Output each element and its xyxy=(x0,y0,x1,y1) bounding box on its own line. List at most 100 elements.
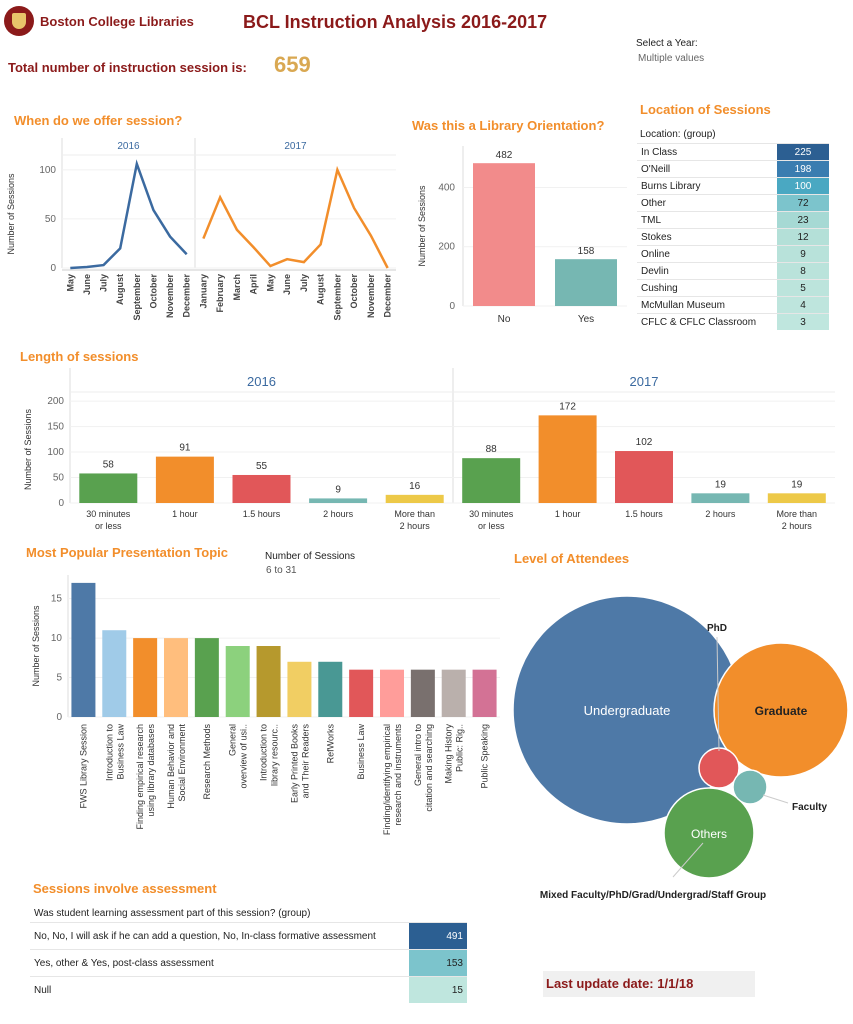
topic-x-tick: Human Behavior andSocial Environment xyxy=(166,724,187,809)
length-bar-chart: Number of Sessions 0 50 100 150 200 2016 58 30 m… xyxy=(23,368,835,531)
bubble-others xyxy=(663,787,755,879)
when-x-tick: June xyxy=(82,274,92,295)
topic-y-tick: 10 xyxy=(51,633,63,644)
length-panel-year: 2016 xyxy=(247,374,276,389)
location-name: O'Neill xyxy=(637,160,777,178)
topic-bar xyxy=(194,638,219,717)
orient-y-tick: 400 xyxy=(438,182,455,193)
length-bar xyxy=(79,473,138,503)
location-name: Cushing xyxy=(637,279,777,297)
topic-bar xyxy=(256,646,281,717)
location-row: Other 72 xyxy=(637,194,829,212)
topic-y-tick: 0 xyxy=(56,712,62,723)
size-legend-label: Number of Sessions xyxy=(265,551,356,562)
length-bar xyxy=(691,493,750,503)
faculty-leader-line xyxy=(762,794,789,804)
when-y-tick: 100 xyxy=(39,165,56,176)
when-x-tick: March xyxy=(232,274,242,301)
year-filter-dropdown[interactable]: Multiple values xyxy=(638,53,705,64)
location-name: Other xyxy=(637,194,777,212)
location-count: 3 xyxy=(777,313,829,330)
length-y-axis-label: Number of Sessions xyxy=(23,408,33,490)
bubble-label: Others xyxy=(691,827,727,841)
orient-bar-no xyxy=(473,163,535,306)
topic-x-tick: Generaloverview of usi.. xyxy=(228,724,249,789)
topic-x-tick: Introduction tolibrary resourc.. xyxy=(259,724,280,786)
length-bar xyxy=(385,494,444,503)
length-bar-value: 102 xyxy=(636,437,653,448)
topic-bar xyxy=(380,669,404,717)
length-x-tick: More than 2 hours xyxy=(777,509,818,531)
bubble-label: Graduate xyxy=(755,704,808,718)
orientation-bar-chart: Number of Sessions 0 200 400 482 No 158 Yes xyxy=(417,146,627,325)
when-x-tick: January xyxy=(198,274,208,309)
assessment-section-title: Sessions involve assessment xyxy=(33,881,217,896)
length-x-tick: 1.5 hours xyxy=(625,509,663,519)
bubble-graduate xyxy=(713,642,849,778)
location-count: 72 xyxy=(777,194,829,212)
length-bar-value: 16 xyxy=(409,481,421,492)
topic-y-axis-label: Number of Sessions xyxy=(31,605,41,687)
length-y-tick: 150 xyxy=(47,422,64,433)
assessment-row: Yes, other & Yes, post-class assessment 1… xyxy=(30,949,467,977)
topic-bar xyxy=(472,669,497,717)
assessment-table: No, No, I will ask if he can add a quest… xyxy=(30,922,467,1003)
length-bar xyxy=(155,456,214,503)
location-row: TML 23 xyxy=(637,211,829,229)
topic-x-tick: Early Printed Booksand Their Readers xyxy=(289,724,310,804)
location-row: In Class 225 xyxy=(637,143,829,161)
level-bubble-chart: Undergraduate Graduate Others PhD Faculty Mix… xyxy=(512,595,849,901)
brand-name: Boston College Libraries xyxy=(40,14,194,29)
when-x-tick: December xyxy=(182,274,192,318)
when-x-tick: November xyxy=(165,274,175,319)
orient-bar-yes xyxy=(555,259,617,306)
length-bar xyxy=(767,493,826,503)
length-bar xyxy=(309,498,368,503)
location-name: Burns Library xyxy=(637,177,777,195)
location-count: 12 xyxy=(777,228,829,246)
topic-bar xyxy=(287,661,312,717)
bubble-label-faculty: Faculty xyxy=(792,802,827,813)
when-x-tick: April xyxy=(249,274,259,295)
location-name: In Class xyxy=(637,143,777,161)
length-bar xyxy=(615,451,673,503)
location-table: In Class 225 O'Neill 198 Burns Library 100 Oth… xyxy=(637,143,829,330)
length-y-tick: 100 xyxy=(47,447,64,458)
when-y-tick: 0 xyxy=(50,263,56,274)
when-series-line-2017 xyxy=(202,165,389,269)
page-title: BCL Instruction Analysis 2016-2017 xyxy=(243,12,548,32)
bubble-faculty xyxy=(732,769,768,805)
assessment-label: Null xyxy=(30,976,409,1003)
orientation-section-title: Was this a Library Orientation? xyxy=(412,118,605,133)
when-y-tick: 50 xyxy=(45,214,57,225)
mixed-leader-line xyxy=(672,842,704,878)
last-update-date: Last update date: 1/1/18 xyxy=(543,971,755,997)
location-count: 23 xyxy=(777,211,829,229)
length-bar-value: 55 xyxy=(256,461,268,472)
location-name: McMullan Museum xyxy=(637,296,777,314)
topic-bar xyxy=(318,661,343,717)
location-row: CFLC & CFLC Classroom 3 xyxy=(637,313,829,330)
length-bar-value: 19 xyxy=(715,479,727,490)
location-row: Devlin 8 xyxy=(637,262,829,280)
when-x-tick: May xyxy=(65,274,75,292)
topic-y-tick: 5 xyxy=(56,673,62,684)
length-bar-value: 58 xyxy=(103,459,115,470)
length-bar-value: 9 xyxy=(335,484,341,495)
topic-bar xyxy=(71,582,96,717)
topic-x-tick: Introduction toBusiness Law xyxy=(104,724,125,782)
assessment-label: Yes, other & Yes, post-class assessment xyxy=(30,949,409,977)
size-legend-range: 6 to 31 xyxy=(266,565,297,576)
when-y-axis-label: Number of Sessions xyxy=(6,173,16,255)
when-x-tick: February xyxy=(215,274,225,313)
length-section-title: Length of sessions xyxy=(20,349,139,364)
phd-leader-line xyxy=(716,636,720,752)
length-bar-value: 19 xyxy=(791,479,803,490)
topic-x-tick: Business Law xyxy=(356,724,366,780)
length-bar-value: 172 xyxy=(559,401,576,412)
assessment-table-header: Was student learning assessment part of … xyxy=(34,908,311,919)
topic-x-tick: General intro tocitation and searching xyxy=(413,724,434,812)
level-section-title: Level of Attendees xyxy=(514,551,630,566)
orient-y-tick: 200 xyxy=(438,242,455,253)
topic-bar xyxy=(225,646,250,717)
